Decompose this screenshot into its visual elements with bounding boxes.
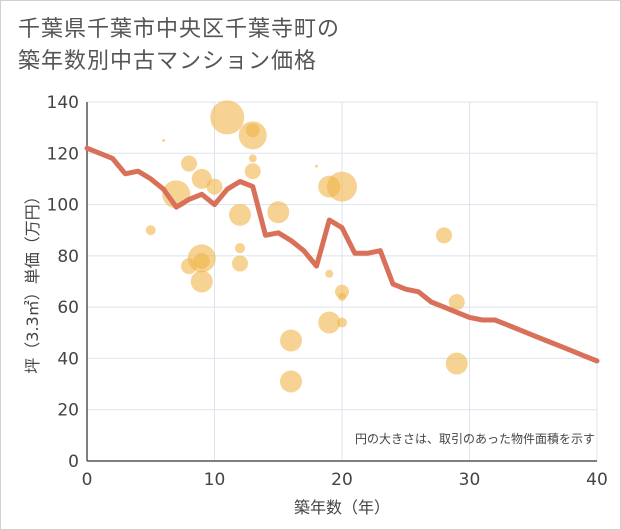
bubble-point <box>245 123 260 138</box>
y-tick-label: 140 <box>47 93 79 113</box>
x-tick-label: 20 <box>331 470 353 490</box>
x-tick-label: 40 <box>586 470 608 490</box>
y-tick-label: 120 <box>47 144 79 164</box>
bubble-point <box>244 163 261 180</box>
bubble-point <box>327 171 357 202</box>
bubble-point <box>337 317 347 328</box>
bubble-point <box>190 270 213 293</box>
bubble-point <box>280 329 302 352</box>
bubble-point <box>162 138 165 142</box>
bubble-point <box>193 252 210 269</box>
chart-title: 千葉県千葉市中央区千葉寺町の 築年数別中古マンション価格 <box>18 14 340 78</box>
size-legend-note: 円の大きさは、取引のあった物件面積を示す <box>355 431 595 446</box>
bubble-point <box>145 225 156 236</box>
title-line-1: 千葉県千葉市中央区千葉寺町の <box>18 17 341 42</box>
x-tick-label: 30 <box>459 470 481 490</box>
bubble-point <box>235 243 245 254</box>
bubble-point <box>445 352 468 375</box>
bubble-point <box>229 203 251 226</box>
grid-lines <box>86 101 598 462</box>
bubble-point <box>448 294 465 311</box>
bubble-point <box>232 255 248 272</box>
y-tick-label: 100 <box>47 196 79 216</box>
x-tick-label: 0 <box>82 470 93 490</box>
bubble-point <box>280 370 302 393</box>
bubble-point <box>325 269 334 278</box>
bubble-point <box>248 154 257 163</box>
bubble-point <box>338 292 346 301</box>
bubble-point <box>318 311 341 334</box>
bubble-layer <box>145 100 468 393</box>
line-layer <box>84 145 600 364</box>
bubble-point <box>436 227 452 244</box>
bubble-point <box>267 201 290 224</box>
y-tick-label: 80 <box>57 247 79 267</box>
tick-labels: 0 20 40 60 80 100 120 140 0 10 20 30 40 <box>47 93 608 490</box>
y-tick-label: 40 <box>57 349 79 369</box>
average-price-line <box>84 145 600 364</box>
y-tick-label: 20 <box>57 401 79 421</box>
y-axis-label: 坪（3.3㎡）単価（万円） <box>23 188 42 373</box>
bubble-point <box>210 100 245 135</box>
bubble-point <box>181 155 197 172</box>
title-line-2: 築年数別中古マンション価格 <box>18 49 318 74</box>
y-tick-label: 60 <box>57 298 79 318</box>
x-axis-label: 築年数（年） <box>294 498 390 517</box>
x-tick-label: 10 <box>204 470 226 490</box>
bubble-point <box>191 168 212 189</box>
bubble-point <box>206 178 223 195</box>
bubble-point <box>315 164 318 168</box>
y-tick-label: 0 <box>68 452 79 472</box>
